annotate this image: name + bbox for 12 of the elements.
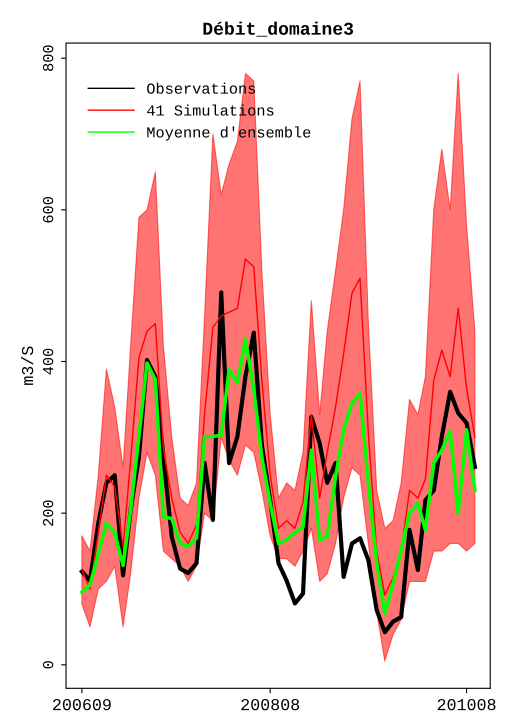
chart-title: Débit_domaine3 — [203, 22, 354, 37]
y-axis-title: m3/S — [20, 346, 34, 385]
x-tick-label: 200609 — [53, 698, 111, 710]
y-tick-label: 600 — [42, 197, 54, 222]
y-tick-label: 200 — [42, 500, 54, 526]
line-series — [81, 258, 476, 596]
x-tick-label: 201008 — [438, 698, 496, 710]
y-tick-label: 0 — [42, 661, 54, 668]
line-series — [80, 338, 477, 615]
y-tick-label: 400 — [42, 348, 54, 374]
x-tick-label: 200808 — [241, 698, 300, 710]
y-tick-label: 800 — [42, 45, 54, 71]
